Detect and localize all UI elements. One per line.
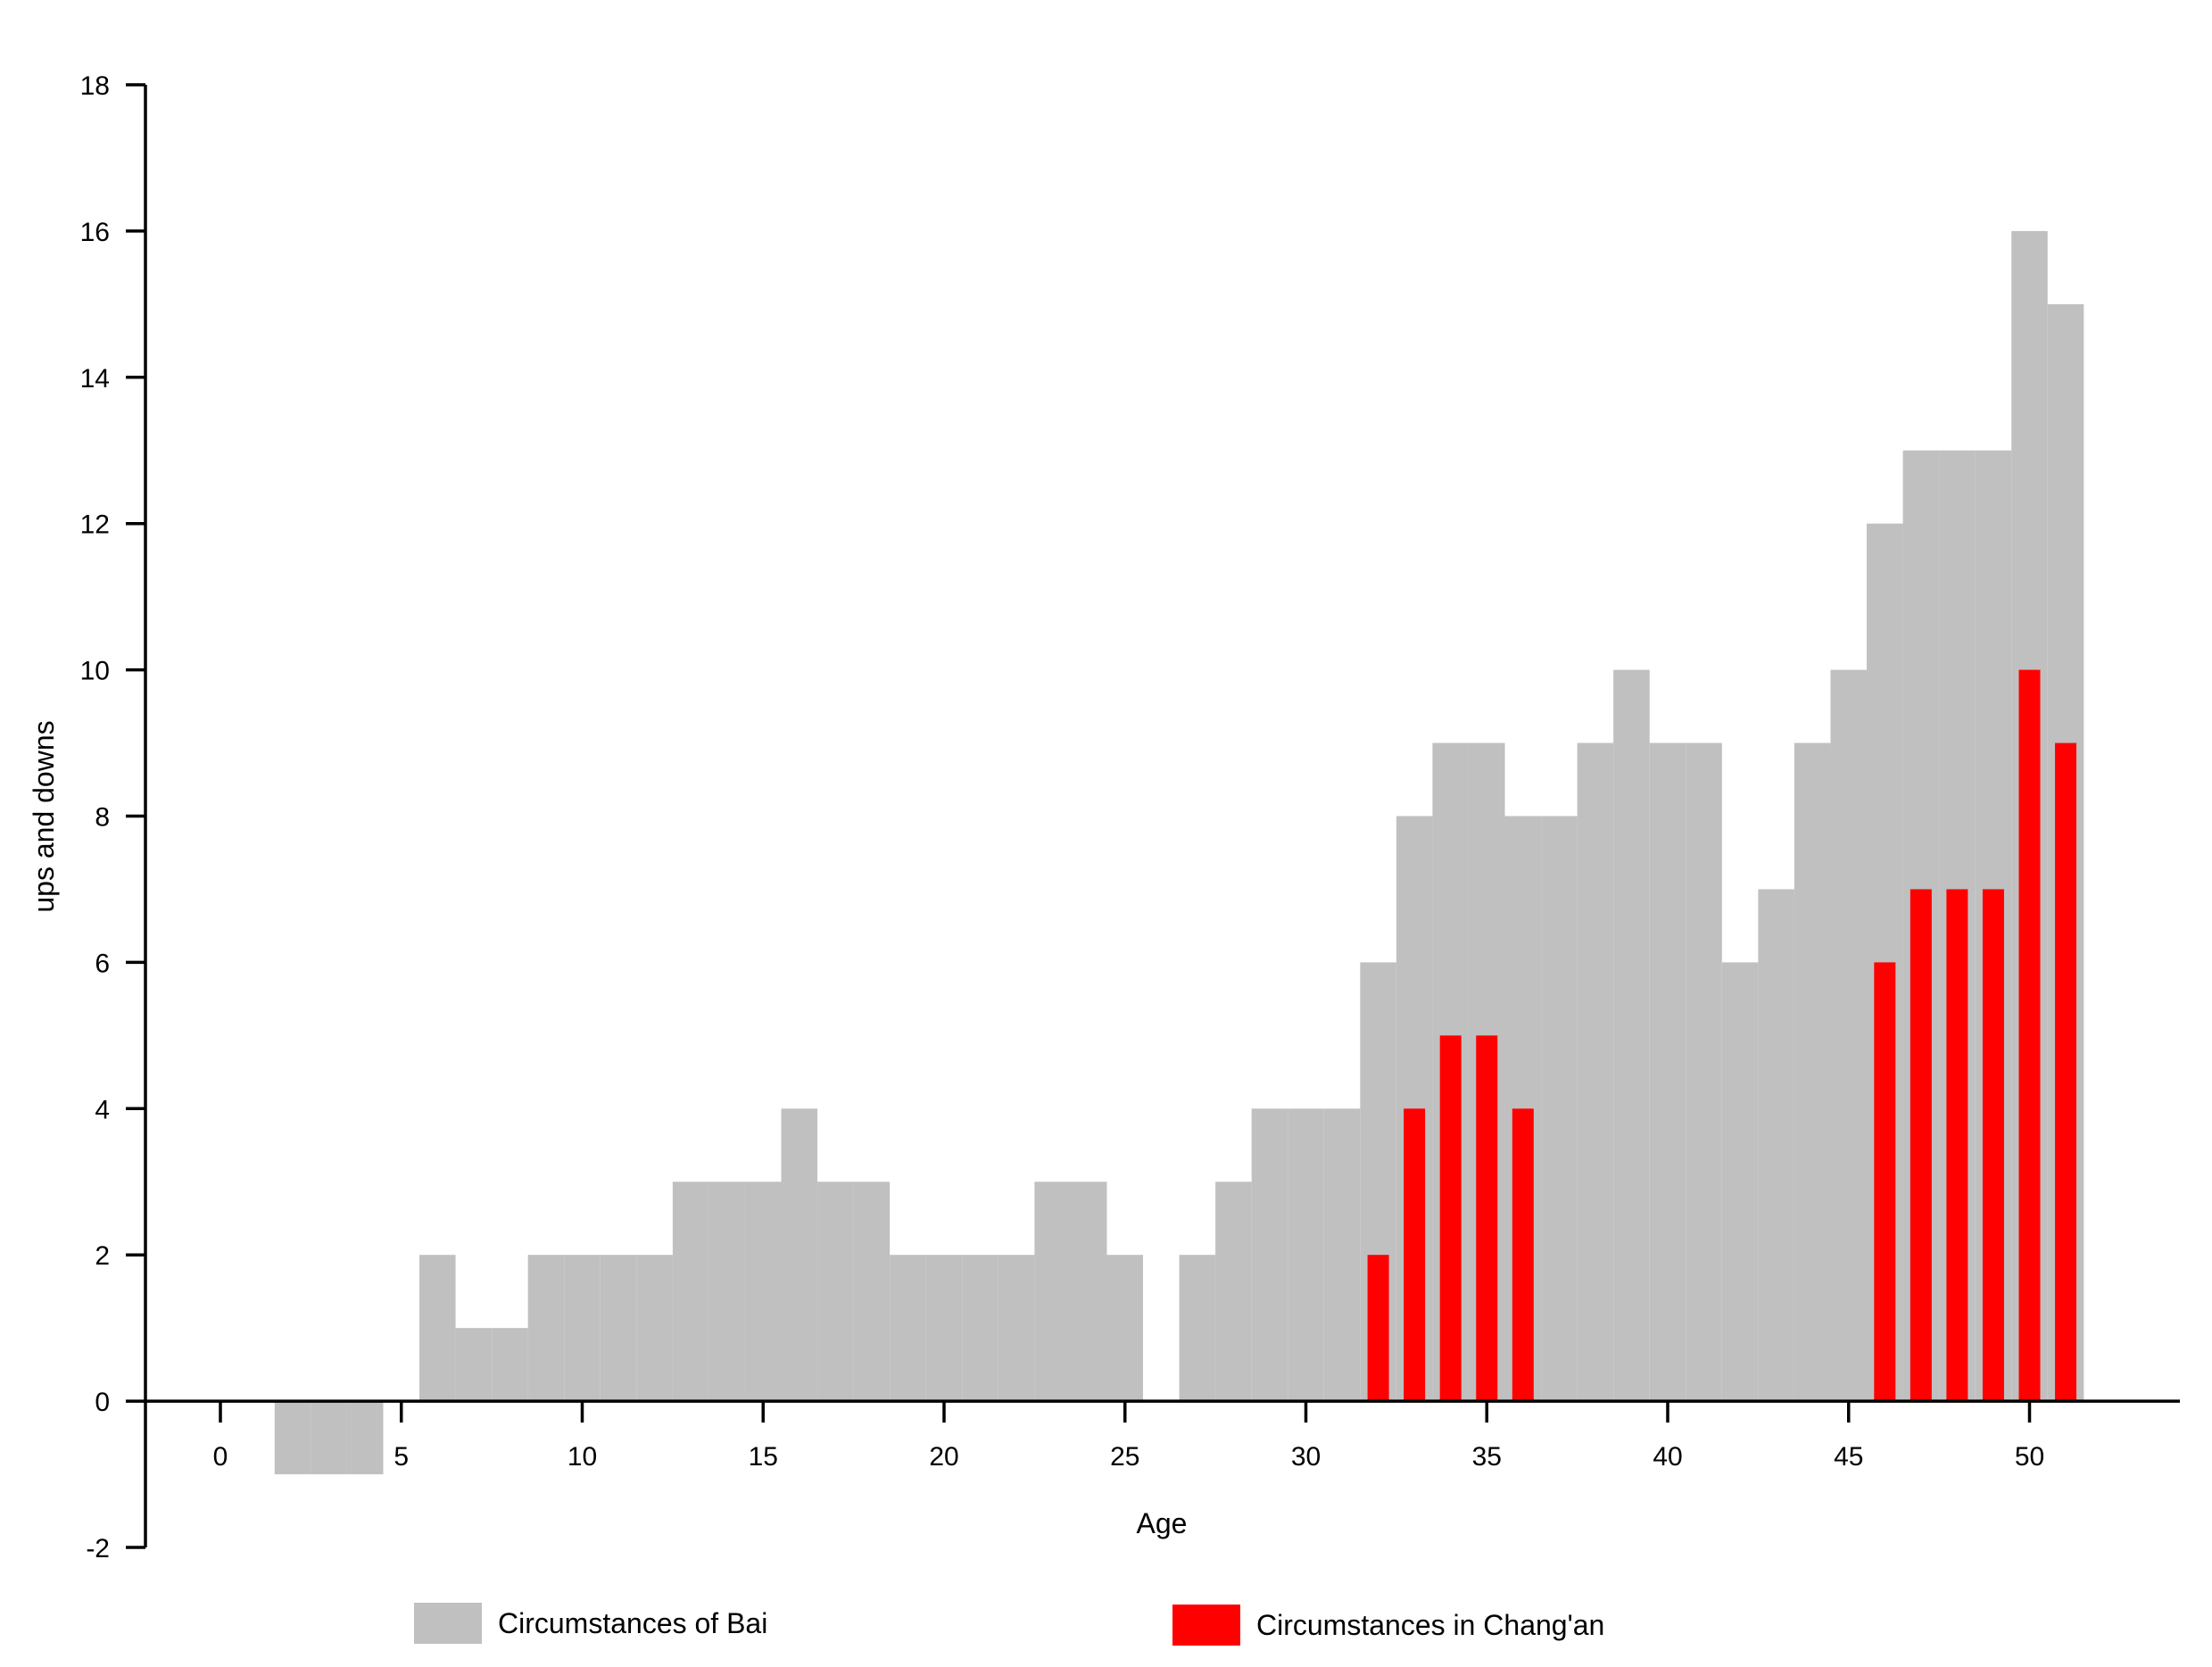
- x-tick-label: 40: [1653, 1442, 1682, 1472]
- x-tick-label: 50: [2015, 1442, 2044, 1472]
- bar: [890, 1255, 926, 1402]
- bar: [853, 1182, 891, 1402]
- legend-label: Circumstances in Chang'an: [1256, 1609, 1604, 1641]
- y-tick-label: 14: [80, 364, 110, 394]
- bar: [527, 1255, 565, 1402]
- bar: [1758, 889, 1794, 1402]
- bar: [346, 1401, 384, 1475]
- bar: [781, 1108, 818, 1402]
- y-tick-label: 18: [80, 71, 110, 101]
- bar: [708, 1182, 745, 1402]
- bar: [817, 1182, 854, 1402]
- bar: [455, 1328, 493, 1402]
- bar: [1649, 742, 1686, 1402]
- bar: [600, 1255, 637, 1402]
- bar: [1946, 889, 1968, 1402]
- bar: [1910, 889, 1932, 1402]
- bar: [744, 1182, 782, 1402]
- bar: [1541, 816, 1578, 1402]
- y-tick-label: 6: [95, 949, 110, 978]
- y-tick-label: 4: [95, 1095, 110, 1124]
- series-1: [274, 230, 2084, 1475]
- bar: [1874, 962, 1896, 1402]
- bar: [672, 1182, 709, 1402]
- bar: [1830, 669, 1868, 1402]
- legend-swatch: [1172, 1605, 1240, 1646]
- x-tick-label: 35: [1472, 1442, 1502, 1472]
- x-tick-label: 30: [1291, 1442, 1321, 1472]
- x-axis-title: Age: [1137, 1507, 1188, 1539]
- bar: [1476, 1035, 1498, 1402]
- bar: [1106, 1255, 1144, 1402]
- y-tick-label: 16: [80, 218, 110, 247]
- bar: [998, 1255, 1035, 1402]
- y-tick-label: 10: [80, 657, 110, 686]
- y-tick-label: 8: [95, 803, 110, 833]
- x-tick-label: 0: [213, 1442, 228, 1472]
- bar: [1288, 1108, 1324, 1402]
- bar: [1034, 1182, 1071, 1402]
- bar: [1367, 1255, 1389, 1402]
- x-tick-label: 5: [394, 1442, 409, 1472]
- bar: [564, 1255, 601, 1402]
- bar: [1215, 1182, 1252, 1402]
- bar: [962, 1255, 998, 1402]
- y-tick-label: 2: [95, 1241, 110, 1271]
- bar: [1577, 742, 1614, 1402]
- bars-layer: [274, 230, 2084, 1475]
- x-tick-label: 15: [749, 1442, 778, 1472]
- legend-item: Circumstances of Bai: [414, 1603, 767, 1644]
- bar: [636, 1255, 673, 1402]
- bar: [1982, 889, 2004, 1402]
- bar: [1613, 669, 1650, 1402]
- bar: [492, 1328, 528, 1402]
- x-tick-label: 45: [1834, 1442, 1863, 1472]
- bar: [311, 1401, 347, 1475]
- bar: [1070, 1182, 1107, 1402]
- legend-swatch: [414, 1603, 482, 1644]
- legend-item: Circumstances in Chang'an: [1172, 1605, 1604, 1646]
- x-tick-label: 20: [929, 1442, 958, 1472]
- bar: [1404, 1108, 1426, 1402]
- bar: [419, 1255, 456, 1402]
- bar: [1721, 962, 1759, 1402]
- x-tick-label: 10: [567, 1442, 597, 1472]
- y-tick-label: 12: [80, 510, 110, 540]
- bar: [925, 1255, 963, 1402]
- bar: [2018, 669, 2041, 1402]
- bar: [274, 1401, 311, 1475]
- bar: [1179, 1255, 1216, 1402]
- legend: Circumstances of Bai Circumstances in Cha…: [414, 1603, 1604, 1646]
- series-2: [1367, 669, 2077, 1402]
- legend-label: Circumstances of Bai: [498, 1607, 767, 1639]
- bar: [1439, 1035, 1462, 1402]
- bar: [1794, 742, 1831, 1402]
- axes-layer: -2 0 2 4 6 8 10 12 14 16 18 0 5 10 15 20 25 30 35 40 45 50: [80, 71, 2180, 1563]
- bar: [2055, 742, 2077, 1402]
- y-axis-title: ups and downs: [28, 720, 60, 912]
- bar: [1512, 1108, 1534, 1402]
- bar: [1251, 1108, 1288, 1402]
- x-tick-label: 25: [1110, 1442, 1139, 1472]
- bar: [1686, 742, 1722, 1402]
- y-tick-label: -2: [86, 1534, 110, 1563]
- bar: [1323, 1108, 1361, 1402]
- y-tick-label: 0: [95, 1388, 110, 1417]
